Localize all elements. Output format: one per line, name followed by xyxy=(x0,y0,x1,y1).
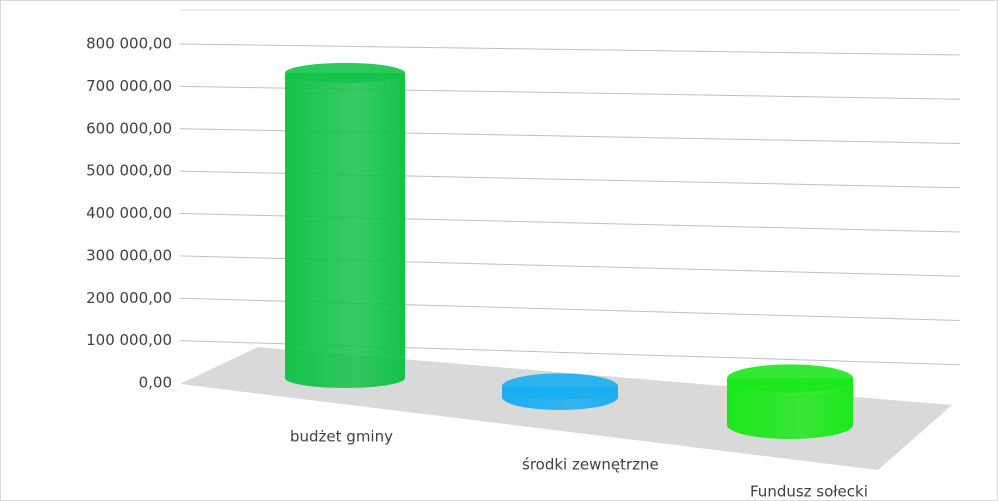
y-tick-label: 500 000,00 xyxy=(86,162,172,180)
y-tick-label: 700 000,00 xyxy=(86,77,172,95)
bar xyxy=(285,62,405,389)
bar-body xyxy=(285,72,405,389)
bar-top xyxy=(285,62,405,83)
bar xyxy=(502,373,618,410)
y-tick-label: 400 000,00 xyxy=(86,204,172,222)
x-tick-label: budżet gminy xyxy=(290,428,393,446)
x-tick-label: Fundusz sołecki xyxy=(750,483,868,501)
x-tick-label: środki zewnętrzne xyxy=(522,456,659,474)
y-tick-label: 0,00 xyxy=(139,374,172,392)
grid-line xyxy=(179,43,961,56)
bar-top xyxy=(502,373,618,400)
bar xyxy=(727,364,853,439)
y-tick-label: 200 000,00 xyxy=(86,289,172,307)
bar-body xyxy=(727,378,853,439)
bar-top xyxy=(727,364,853,393)
y-tick-label: 300 000,00 xyxy=(86,246,172,264)
y-tick-label: 600 000,00 xyxy=(86,119,172,137)
y-tick-label: 100 000,00 xyxy=(86,331,172,349)
y-tick-label: 800 000,00 xyxy=(86,35,172,53)
